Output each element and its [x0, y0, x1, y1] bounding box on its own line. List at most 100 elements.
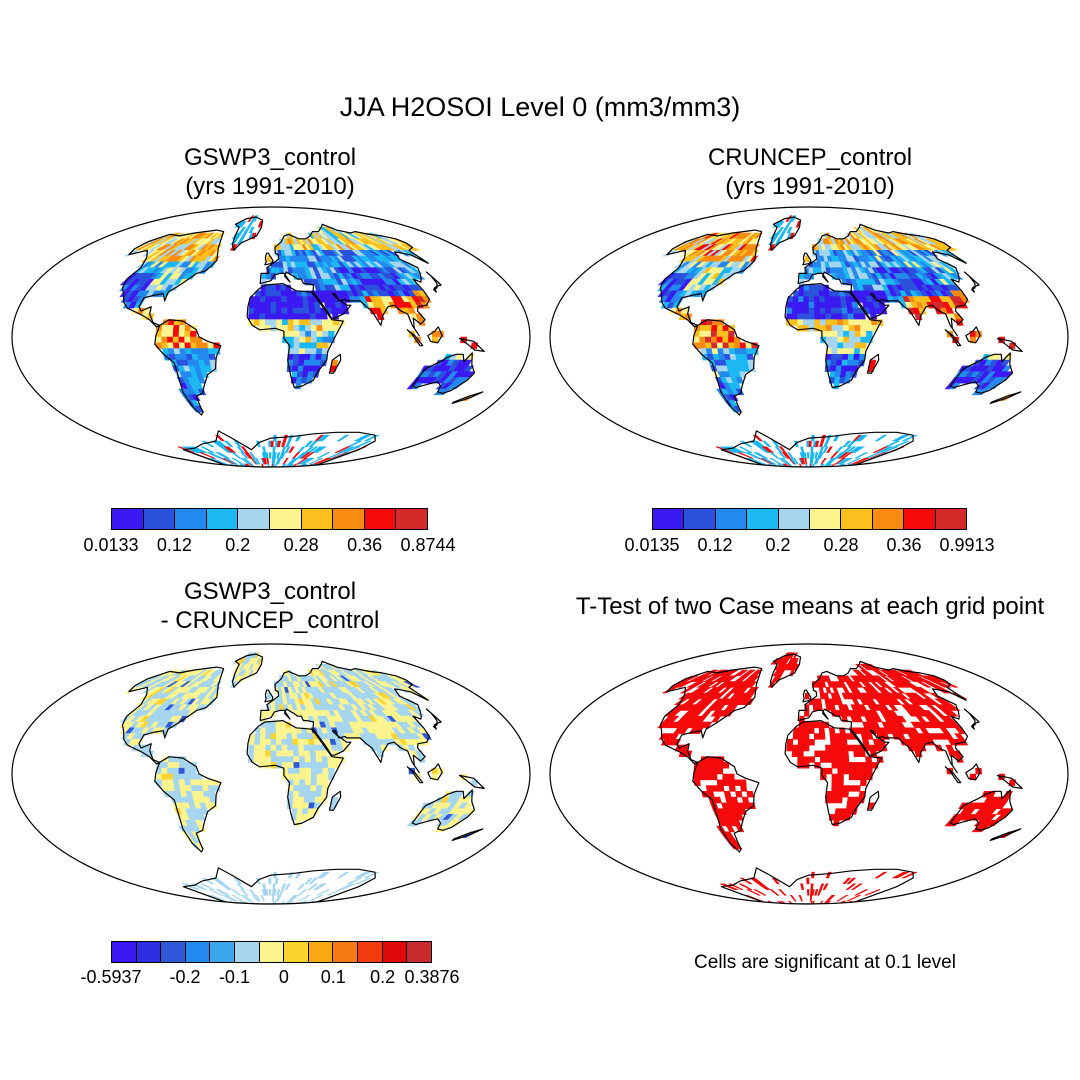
- grid-cell: [124, 249, 140, 257]
- grid-cell: [853, 348, 861, 355]
- grid-cell: [265, 721, 272, 729]
- difference-colorbar-swatch: [407, 942, 431, 962]
- grid-cell: [287, 762, 295, 769]
- grid-cell: [259, 325, 266, 332]
- grid-cell: [836, 307, 843, 315]
- grid-cell: [316, 773, 324, 781]
- gswp3-colorbar-swatch: [396, 509, 427, 529]
- grid-cell: [298, 744, 305, 752]
- grid-cell: [293, 762, 301, 769]
- grid-cell: [797, 325, 804, 332]
- grid-cell: [254, 739, 261, 746]
- grid-cell: [274, 877, 279, 885]
- grid-cell: [270, 267, 276, 274]
- grid-cell: [184, 348, 193, 355]
- grid-cell: [825, 744, 832, 752]
- grid-cell: [303, 307, 311, 315]
- grid-cell: [797, 313, 804, 320]
- grid-cell: [287, 767, 295, 775]
- grid-cell: [835, 302, 843, 309]
- grid-cell: [195, 342, 203, 349]
- grid-cell: [845, 883, 857, 890]
- cruncep-colorbar-label: 0.28: [823, 535, 859, 555]
- grid-cell: [860, 762, 867, 769]
- grid-cell: [245, 463, 257, 467]
- grid-cell: [828, 727, 836, 734]
- grid-cell: [304, 785, 312, 792]
- map-field: [119, 215, 479, 467]
- grid-cell: [304, 756, 312, 763]
- coastline-greenland: [231, 653, 264, 688]
- grid-cell: [836, 750, 844, 757]
- grid-cell: [268, 877, 272, 885]
- grid-cell: [178, 767, 186, 775]
- grid-cell: [298, 359, 305, 367]
- grid-cell: [835, 458, 849, 465]
- grid-cell: [281, 296, 288, 303]
- grid-cell: [190, 779, 198, 786]
- grid-cell: [739, 342, 747, 349]
- grid-cell: [285, 290, 293, 297]
- grid-cell: [822, 883, 829, 890]
- grid-cell: [286, 463, 298, 467]
- gswp3-colorbar-label: 0.28: [283, 535, 319, 555]
- grid-cell: [293, 773, 301, 781]
- difference-title-line2: - CRUNCEP_control: [160, 607, 380, 634]
- grid-cell: [814, 452, 819, 459]
- grid-cell: [851, 698, 860, 706]
- grid-cell: [293, 348, 300, 355]
- grid-cell: [799, 273, 805, 280]
- grid-cell: [811, 900, 815, 904]
- grid-cell: [792, 302, 799, 309]
- grid-cell: [292, 365, 299, 372]
- grid-cell: [279, 463, 287, 467]
- grid-cell: [842, 877, 852, 885]
- grid-cell: [734, 348, 742, 355]
- grid-cell: [848, 319, 856, 326]
- grid-cell: [710, 767, 718, 775]
- grid-cell: [249, 889, 256, 896]
- cruncep-panel-title: CRUNCEP_control (yrs 1991-2010): [660, 143, 960, 201]
- grid-cell: [275, 733, 283, 740]
- grid-cell: [831, 773, 839, 781]
- grid-cell: [733, 342, 741, 349]
- grid-cell: [745, 348, 753, 355]
- grid-cell: [307, 883, 319, 890]
- grid-cell: [854, 773, 862, 781]
- grid-cell: [184, 785, 193, 792]
- grid-cell: [710, 773, 718, 781]
- coastline-eurasia: [259, 660, 431, 774]
- grid-cell: [281, 739, 288, 746]
- grid-cell: [305, 330, 312, 338]
- cruncep-colorbar-label: 0.2: [765, 535, 791, 555]
- grid-cell: [248, 302, 256, 309]
- grid-cell: [239, 232, 248, 240]
- grid-cell: [259, 313, 266, 320]
- grid-cell: [283, 900, 294, 904]
- grid-cell: [722, 330, 729, 338]
- cruncep-colorbar-swatch: [778, 509, 811, 529]
- grid-cell: [824, 302, 832, 309]
- coastline-madagascar: [328, 790, 342, 811]
- grid-cell: [261, 273, 267, 280]
- grid-cell: [848, 348, 856, 355]
- cruncep-colorbar-swatch: [872, 509, 905, 529]
- grid-cell: [721, 883, 739, 890]
- grid-cell: [305, 773, 312, 781]
- grid-cell: [854, 330, 862, 338]
- grid-cell: [823, 440, 830, 448]
- grid-cell: [808, 727, 815, 734]
- grid-cell: [161, 330, 168, 338]
- grid-cell: [932, 710, 945, 717]
- grid-cell: [837, 779, 844, 786]
- grid-cell: [254, 296, 261, 303]
- grid-cell: [847, 313, 855, 320]
- coastline-madagascar: [866, 353, 880, 374]
- grid-cell: [919, 727, 930, 734]
- grid-cell: [230, 452, 242, 459]
- grid-cell: [282, 762, 289, 769]
- grid-cell: [301, 458, 315, 465]
- gswp3-title-line2: (yrs 1991-2010): [185, 173, 355, 200]
- grid-cell: [270, 284, 277, 292]
- grid-cell: [178, 779, 186, 786]
